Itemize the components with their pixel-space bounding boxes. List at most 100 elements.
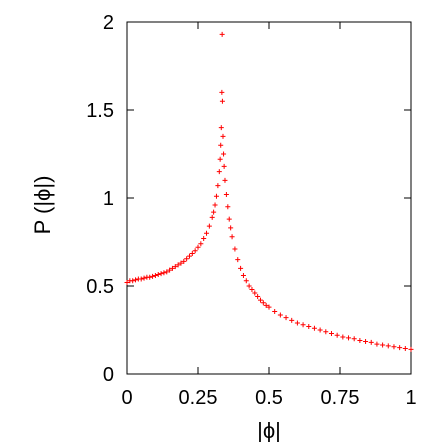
data-point [277,312,283,318]
y-tick-label: 0.5 [86,276,114,298]
data-point [218,142,224,148]
data-point [217,156,223,162]
data-point [380,342,386,348]
data-point [385,343,391,349]
data-point [184,256,190,262]
data-point [229,234,235,240]
data-point [219,98,225,104]
y-tick-label: 0 [103,364,114,386]
data-point [311,325,317,331]
data-point [167,267,173,273]
data-point [219,31,225,37]
data-point [215,183,221,189]
data-point [249,287,255,293]
data-point [221,151,227,157]
data-point [221,163,227,169]
data-point [181,258,187,264]
data-point [218,125,224,131]
data-point [228,225,234,231]
data-point [213,193,219,199]
data-point [204,230,210,236]
data-point [147,274,153,280]
data-point [328,331,334,337]
data-point [346,335,352,341]
data-point [186,253,192,259]
data-point [198,241,204,247]
axis-tick-labels: 0 0.25 0.5 0.75 1 0 0.5 1 1.5 2 [86,12,416,409]
data-point [374,341,380,347]
data-point [124,279,130,285]
data-point [323,329,329,335]
data-point [306,323,312,329]
data-point [300,322,306,328]
data-point [252,290,258,296]
data-point [243,278,249,284]
data-point [317,327,323,333]
data-point [169,265,175,271]
x-tick-label: 0 [121,387,132,409]
data-point [226,216,232,222]
data-point [246,283,252,289]
data-point [363,338,369,344]
y-axis-label: P (|ϕ|) [30,176,55,235]
data-point [152,272,158,278]
data-point [222,177,228,183]
data-point [257,297,263,303]
data-point [272,309,278,315]
data-point [206,223,212,229]
x-tick-label: 0.5 [255,387,283,409]
x-tick-label: 0.25 [179,387,218,409]
x-axis-label: |ϕ| [257,418,281,442]
data-point [192,248,198,254]
data-points [124,31,414,352]
data-point [172,264,178,270]
data-point [357,338,363,344]
y-tick-label: 1.5 [86,100,114,122]
data-point [150,273,156,279]
data-point [201,235,207,241]
data-point [216,169,222,175]
data-point [223,191,229,197]
data-point [195,244,201,250]
y-tick-label: 1 [103,188,114,210]
data-point [178,260,184,266]
data-point [294,320,300,326]
data-point [240,272,246,278]
data-point [161,270,167,276]
data-point [175,262,181,268]
data-point [220,133,226,139]
data-point [334,332,340,338]
data-point [260,300,266,306]
data-point [235,257,241,263]
data-point [238,265,244,271]
data-point [225,204,231,210]
data-point [212,202,218,208]
y-tick-label: 2 [103,12,114,34]
data-point [402,345,408,351]
data-point [255,294,261,300]
data-point [391,344,397,350]
data-point [209,214,215,220]
data-point [130,278,136,284]
data-point [289,317,295,323]
data-point [232,246,238,252]
data-point [138,276,144,282]
x-tick-label: 1 [405,387,416,409]
data-point [133,277,139,283]
plot-frame [126,21,412,375]
data-point [408,346,414,352]
data-point [397,345,403,351]
x-tick-label: 0.75 [321,387,360,409]
data-point [368,339,374,345]
data-point [211,209,217,215]
data-point [141,275,147,281]
data-point [263,302,269,308]
data-point [340,334,346,340]
data-point [164,269,170,275]
data-point [219,89,225,95]
axis-ticks [126,21,412,375]
data-point [155,272,161,278]
data-point [283,315,289,321]
data-point [351,336,357,342]
